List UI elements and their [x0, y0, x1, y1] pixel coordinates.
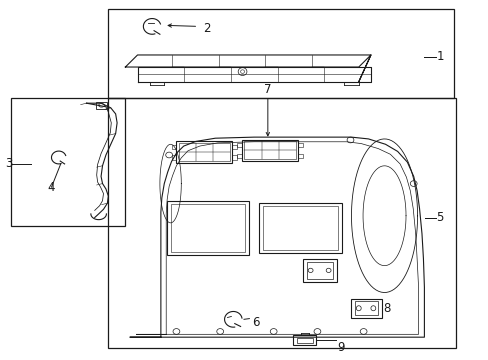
- Text: 5: 5: [436, 211, 443, 224]
- Bar: [306, 262, 332, 279]
- Text: 6: 6: [251, 316, 259, 329]
- Bar: [302, 259, 336, 282]
- Bar: [297, 143, 302, 147]
- Bar: [296, 338, 312, 343]
- Bar: [166, 202, 249, 255]
- Text: 9: 9: [336, 341, 344, 354]
- Bar: [237, 154, 242, 158]
- Bar: [259, 203, 341, 253]
- Text: 7: 7: [264, 83, 271, 96]
- Bar: [351, 298, 381, 318]
- Bar: [171, 156, 176, 159]
- Bar: [179, 143, 229, 161]
- Bar: [237, 143, 242, 147]
- Bar: [232, 156, 237, 159]
- Bar: [244, 141, 295, 159]
- Text: 1: 1: [436, 50, 443, 63]
- Bar: [108, 9, 453, 98]
- Bar: [292, 336, 316, 345]
- Bar: [176, 141, 232, 163]
- Text: 3: 3: [5, 157, 13, 170]
- Bar: [108, 98, 455, 348]
- Bar: [297, 154, 302, 158]
- Text: 4: 4: [47, 181, 55, 194]
- Bar: [11, 98, 125, 226]
- Text: 2: 2: [203, 22, 210, 35]
- Bar: [242, 140, 297, 161]
- Bar: [263, 206, 337, 250]
- Bar: [96, 102, 107, 109]
- Bar: [354, 301, 377, 315]
- Text: 8: 8: [382, 302, 389, 315]
- Bar: [171, 145, 176, 149]
- Bar: [170, 204, 245, 252]
- Bar: [232, 145, 237, 149]
